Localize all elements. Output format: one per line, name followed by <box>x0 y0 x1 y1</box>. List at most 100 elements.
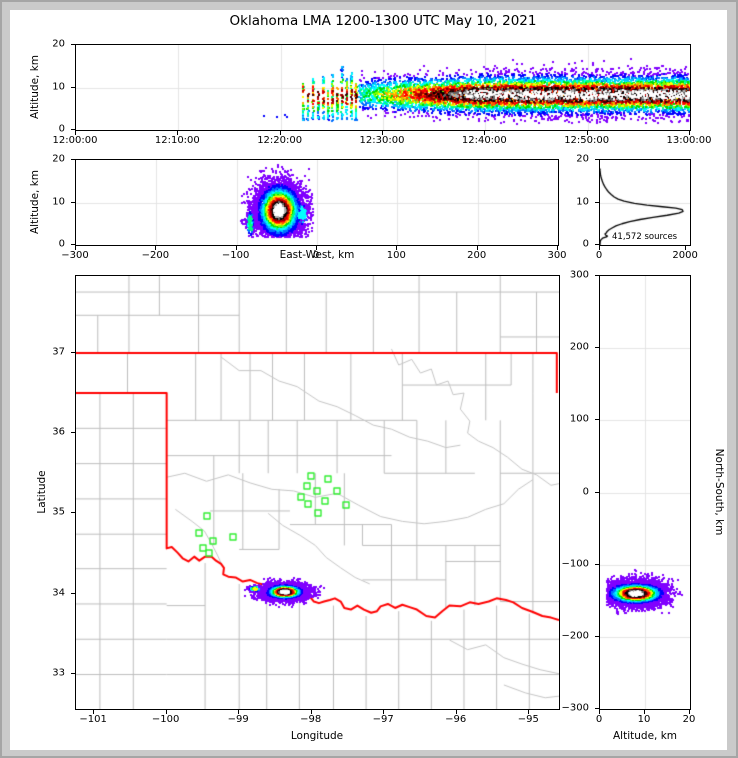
x-tick-label: −98 <box>300 714 322 725</box>
x-tick-label: −100 <box>221 250 250 261</box>
y-tick-mark <box>71 432 75 433</box>
map-x-axis-label: Longitude <box>290 730 344 742</box>
x-tick-mark <box>599 710 600 714</box>
y-tick-mark <box>595 244 599 245</box>
y-tick-label: −100 <box>561 558 589 570</box>
x-tick-label: −200 <box>141 250 170 261</box>
x-tick-mark <box>587 131 588 135</box>
x-tick-label: 2000 <box>672 250 698 261</box>
x-tick-label: 12:00:00 <box>52 135 98 146</box>
x-tick-mark <box>644 710 645 714</box>
ns-height-y-axis-label: North-South, km <box>713 448 725 536</box>
y-tick-mark <box>595 492 599 493</box>
y-tick-label: 20 <box>52 153 65 165</box>
y-tick-mark <box>71 352 75 353</box>
x-tick-mark <box>477 246 478 250</box>
x-tick-label: −300 <box>61 250 89 261</box>
x-tick-label: 0 <box>312 250 320 261</box>
time-height-y-axis-label: Altitude, km <box>29 54 41 120</box>
y-tick-label: 0 <box>58 238 65 250</box>
y-tick-label: 0 <box>58 123 65 135</box>
x-tick-label: 0 <box>595 714 603 725</box>
y-tick-mark <box>595 708 599 709</box>
x-tick-mark <box>155 246 156 250</box>
x-tick-label: 20 <box>682 714 696 725</box>
panel-altitude-histogram: 41,572 sources <box>599 159 691 246</box>
x-tick-label: 12:40:00 <box>461 135 507 146</box>
y-tick-mark <box>71 129 75 130</box>
y-tick-label: 10 <box>576 196 589 207</box>
x-tick-label: 300 <box>547 250 567 261</box>
x-tick-label: −100 <box>151 714 180 725</box>
x-tick-mark <box>280 131 281 135</box>
time-height-canvas <box>76 45 690 130</box>
x-tick-mark <box>689 710 690 714</box>
altitude-histogram-canvas <box>600 160 690 245</box>
ew-height-y-axis-label: Altitude, km <box>29 169 41 235</box>
map-y-axis-label: Latitude <box>36 470 48 514</box>
x-tick-label: 10 <box>637 714 651 725</box>
y-tick-label: −300 <box>561 702 589 714</box>
y-tick-mark <box>595 202 599 203</box>
x-tick-label: 200 <box>467 250 487 261</box>
y-tick-label: 34 <box>52 587 65 599</box>
x-tick-mark <box>382 131 383 135</box>
x-tick-mark <box>93 710 94 714</box>
y-tick-label: 35 <box>52 506 65 518</box>
y-tick-mark <box>595 419 599 420</box>
y-tick-label: 20 <box>52 38 65 50</box>
x-tick-mark <box>383 710 384 714</box>
plan-view-map-canvas <box>76 276 559 709</box>
x-tick-mark <box>166 710 167 714</box>
x-tick-label: 12:20:00 <box>257 135 303 146</box>
x-tick-mark <box>456 710 457 714</box>
y-tick-mark <box>595 564 599 565</box>
y-tick-label: 10 <box>52 196 65 207</box>
x-tick-mark <box>316 246 317 250</box>
x-tick-mark <box>238 710 239 714</box>
east-west-height-canvas <box>76 160 558 245</box>
y-tick-label: 300 <box>569 269 589 281</box>
x-tick-mark <box>396 246 397 250</box>
x-tick-label: 12:50:00 <box>564 135 610 146</box>
ew-height-x-axis-label: East-West, km <box>279 249 355 261</box>
y-tick-mark <box>595 159 599 160</box>
y-tick-mark <box>71 87 75 88</box>
x-tick-label: −99 <box>227 714 249 725</box>
north-south-height-canvas <box>600 276 690 709</box>
y-tick-label: 36 <box>52 426 65 438</box>
y-tick-mark <box>595 275 599 276</box>
y-tick-label: 10 <box>52 81 65 92</box>
y-tick-label: 0 <box>582 238 589 250</box>
y-tick-label: 33 <box>52 667 65 679</box>
x-tick-mark <box>177 131 178 135</box>
x-tick-label: −97 <box>372 714 394 725</box>
x-tick-mark <box>528 710 529 714</box>
y-tick-mark <box>71 673 75 674</box>
y-tick-mark <box>71 202 75 203</box>
panel-north-south-height <box>599 275 691 710</box>
x-tick-mark <box>311 710 312 714</box>
y-tick-mark <box>595 636 599 637</box>
x-tick-label: 12:30:00 <box>359 135 405 146</box>
x-tick-mark <box>236 246 237 250</box>
y-tick-mark <box>71 244 75 245</box>
y-tick-label: 37 <box>52 346 65 358</box>
y-tick-mark <box>71 512 75 513</box>
x-tick-label: 0 <box>595 250 603 261</box>
y-tick-label: 0 <box>582 486 589 497</box>
y-tick-mark <box>71 593 75 594</box>
y-tick-mark <box>71 159 75 160</box>
x-tick-mark <box>75 131 76 135</box>
y-tick-mark <box>595 347 599 348</box>
y-tick-label: −200 <box>561 630 589 642</box>
x-tick-label: −96 <box>445 714 467 725</box>
x-tick-mark <box>557 246 558 250</box>
x-tick-label: −101 <box>79 714 107 725</box>
x-tick-mark <box>484 131 485 135</box>
y-tick-label: 100 <box>569 413 589 425</box>
x-tick-mark <box>685 246 686 250</box>
x-tick-mark <box>599 246 600 250</box>
x-tick-label: 13:00:00 <box>666 135 712 146</box>
